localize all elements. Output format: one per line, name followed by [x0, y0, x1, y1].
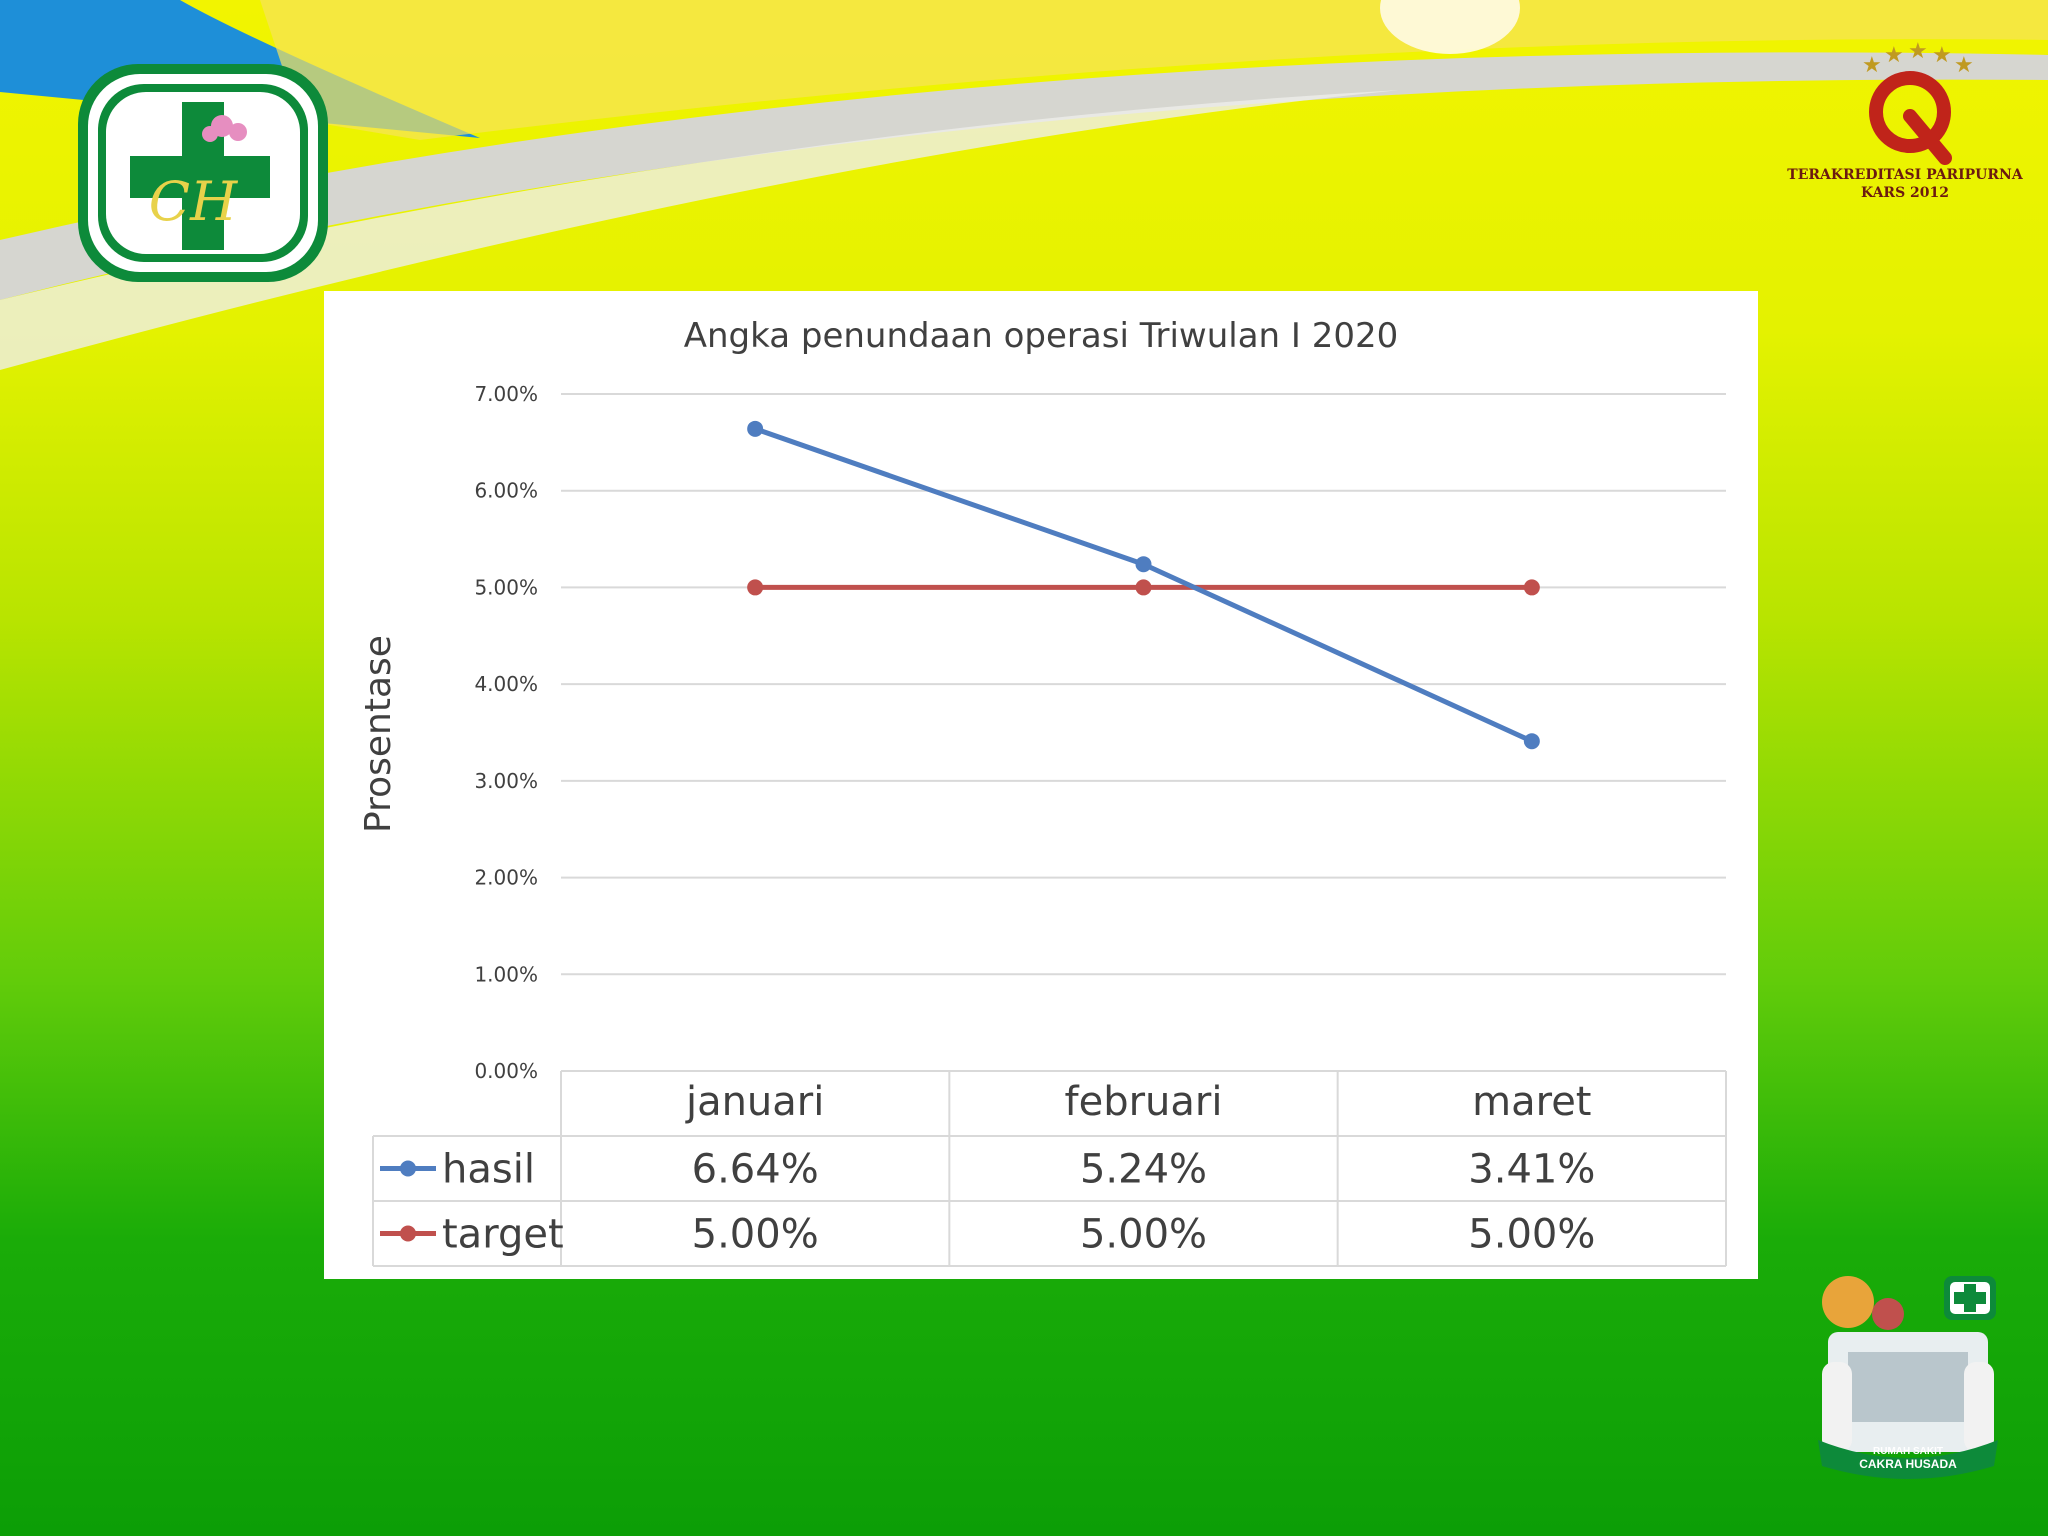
legend-marker-hasil — [400, 1160, 416, 1177]
data-point-target — [747, 579, 764, 596]
accreditation-logo: ★ ★ ★ ★ ★ — [1862, 38, 1974, 165]
accreditation-caption: TERAKREDITASI PARIPURNA KARS 2012 — [1770, 166, 2040, 202]
data-table-values: 6.64% 5.24% 3.41% 5.00% 5.00% 5.00% — [692, 1147, 1596, 1258]
hospital-monogram: CH — [149, 170, 238, 233]
sun-glow — [1380, 0, 1520, 54]
gridlines — [561, 393, 1726, 976]
data-point-target — [1135, 579, 1152, 596]
accreditation-caption-line-1: TERAKREDITASI PARIPURNA — [1787, 167, 2023, 183]
data-label-target: 5.00% — [1080, 1212, 1207, 1258]
y-tick-label: 7.00% — [474, 382, 538, 406]
data-point-target — [1523, 579, 1540, 596]
y-tick-label: 5.00% — [474, 575, 538, 599]
mascot-banner-line-2: CAKRA HUSADA — [1859, 1457, 1957, 1471]
data-point-hasil — [1523, 733, 1540, 750]
white-swoosh — [0, 52, 2048, 300]
svg-text:★: ★ — [1932, 42, 1952, 67]
accreditation-caption-line-2: KARS 2012 — [1860, 185, 1950, 201]
line-chart: Angka penundaan operasi Triwulan I 2020 … — [358, 316, 1727, 1267]
y-tick-label: 1.00% — [474, 962, 538, 986]
data-table-grid — [372, 1070, 1727, 1267]
series-points — [747, 420, 1540, 750]
svg-text:★: ★ — [1954, 52, 1974, 77]
y-tick-labels: 0.00% 1.00% 2.00% 3.00% 4.00% 5.00% 6.00% 7.00% — [474, 382, 538, 1083]
data-table-legend: hasil target — [380, 1147, 564, 1258]
svg-text:★: ★ — [1862, 52, 1882, 77]
svg-text:★: ★ — [1908, 38, 1928, 63]
svg-text:★: ★ — [1884, 42, 1904, 67]
chart-title: Angka penundaan operasi Triwulan I 2020 — [684, 316, 1399, 356]
hospital-logo: CH — [78, 64, 328, 282]
y-axis-label: Prosentase — [358, 635, 399, 833]
mascot-banner-line-1: RUMAH SAKIT — [1873, 1446, 1943, 1457]
yellow-glow-band — [260, 0, 2048, 140]
chart-panel: Angka penundaan operasi Triwulan I 2020 … — [324, 291, 1758, 1279]
hospital-mascot-emblem: RUMAH SAKIT CAKRA HUSADA — [1818, 1276, 1998, 1479]
y-tick-label: 6.00% — [474, 479, 538, 503]
data-label-target: 5.00% — [692, 1212, 819, 1258]
y-tick-label: 3.00% — [474, 769, 538, 793]
category-label: februari — [1065, 1079, 1223, 1125]
category-label: maret — [1472, 1079, 1591, 1125]
data-label-hasil: 3.41% — [1468, 1147, 1595, 1193]
legend-marker-target — [400, 1225, 416, 1242]
data-label-hasil: 5.24% — [1080, 1147, 1207, 1193]
y-tick-label: 2.00% — [474, 866, 538, 890]
data-point-hasil — [747, 420, 764, 437]
data-label-target: 5.00% — [1468, 1212, 1595, 1258]
data-label-hasil: 6.64% — [692, 1147, 819, 1193]
y-tick-label: 0.00% — [474, 1059, 538, 1083]
legend-label-target: target — [442, 1212, 564, 1258]
y-tick-label: 4.00% — [474, 672, 538, 696]
data-point-hasil — [1135, 556, 1152, 573]
legend-label-hasil: hasil — [442, 1147, 535, 1193]
category-label: januari — [685, 1079, 824, 1125]
category-labels: januari februari maret — [685, 1079, 1592, 1125]
